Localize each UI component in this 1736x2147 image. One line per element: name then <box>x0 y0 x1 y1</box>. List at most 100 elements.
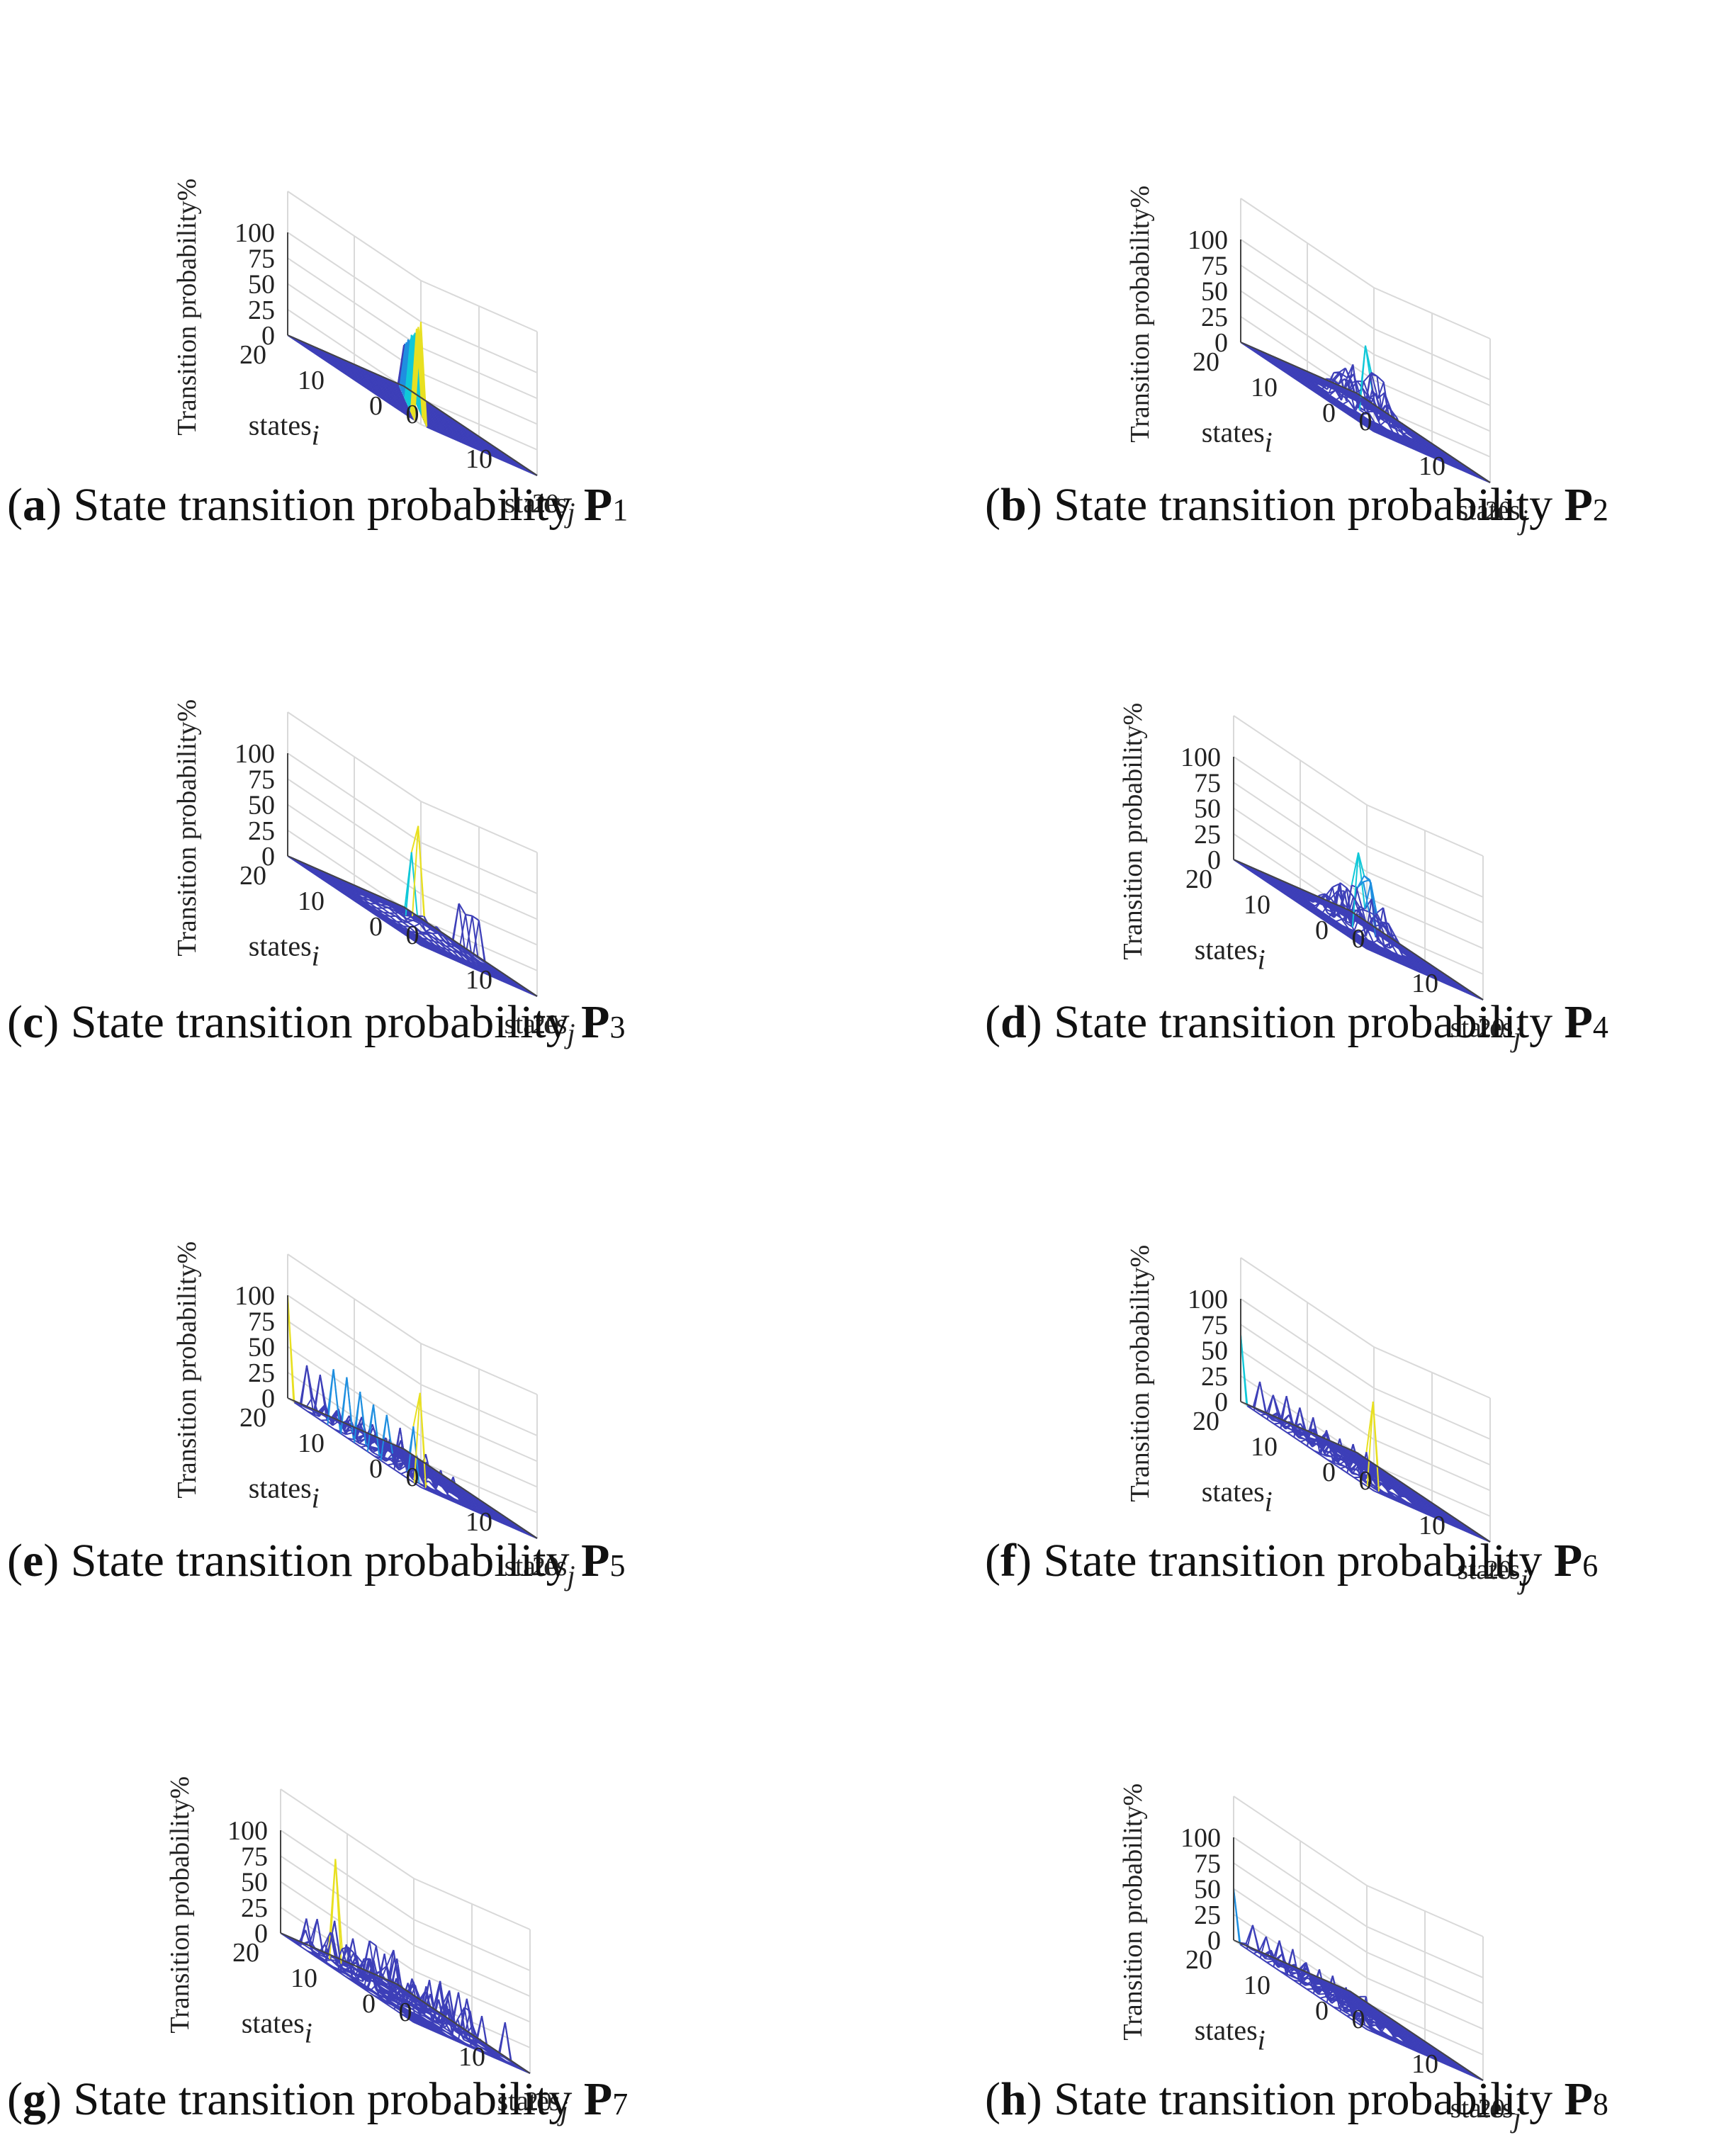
z-tick-label: 75 <box>1194 768 1221 798</box>
grid-a <box>288 191 537 475</box>
z-tick-label: 25 <box>1194 820 1221 850</box>
mesh-line <box>361 1446 366 1447</box>
mesh-line <box>387 905 393 906</box>
x-tick-label: 0 <box>1352 924 1365 954</box>
mesh-line <box>320 1375 326 1407</box>
y-tick-label: 20 <box>1185 864 1212 894</box>
mesh-line <box>363 899 369 900</box>
z-tick-label: 50 <box>248 1333 275 1363</box>
y-tick-label: 10 <box>298 366 325 395</box>
z-axis-label: Transition probability% <box>1118 703 1148 960</box>
z-tick-label: 50 <box>248 791 275 821</box>
mesh-line <box>1343 401 1348 405</box>
mesh-line <box>1336 919 1341 921</box>
mesh-line <box>1241 1335 1246 1404</box>
z-tick-label: 25 <box>248 816 275 846</box>
mesh-line <box>383 912 389 913</box>
y-tick-label: 20 <box>239 861 266 891</box>
y-tick-label: 10 <box>1251 373 1278 402</box>
z-tick-label: 100 <box>1180 743 1221 772</box>
y-axis-label: statesi <box>249 1472 320 1514</box>
y-axis-label: statesi <box>1195 933 1266 975</box>
mesh-a <box>288 322 537 475</box>
mesh-line <box>388 1465 394 1470</box>
mesh-line <box>361 1447 367 1451</box>
mesh-line <box>479 920 485 962</box>
z-tick-label: 25 <box>248 295 275 325</box>
mesh-line <box>1261 1415 1267 1419</box>
gridline-z <box>1241 1324 1490 1465</box>
mesh-line <box>466 915 472 916</box>
z-axis-label: Transition probability% <box>172 179 202 436</box>
y-tick-label: 0 <box>369 391 383 421</box>
grid-top <box>1241 198 1490 339</box>
x-tick-label: 0 <box>1359 407 1373 436</box>
z-tick-label: 100 <box>235 739 275 769</box>
x-tick-label: 10 <box>1419 451 1445 481</box>
x-tick-label: 0 <box>406 920 419 950</box>
z-tick-label: 75 <box>1201 251 1228 281</box>
y-tick-label: 20 <box>1193 347 1219 377</box>
mesh-line <box>1391 943 1397 944</box>
mesh-line <box>1287 1433 1294 1437</box>
z-tick-label: 50 <box>1201 277 1228 307</box>
mesh-line <box>1274 1424 1280 1428</box>
x-tick-label: 10 <box>466 1507 492 1537</box>
mesh-line <box>376 903 381 906</box>
x-tick-label: 0 <box>406 400 419 429</box>
y-tick-label: 20 <box>239 1403 266 1433</box>
grid-b <box>1241 198 1490 483</box>
mesh-line <box>427 932 432 933</box>
y-axis-label-sub: i <box>312 419 320 451</box>
grid-top <box>1241 1258 1490 1398</box>
y-tick-label: 0 <box>1315 915 1329 945</box>
mesh-line <box>1301 1442 1307 1446</box>
y-axis-label-sub: i <box>312 940 320 971</box>
mesh-line <box>1298 1435 1304 1436</box>
mesh-line <box>466 916 472 952</box>
y-axis-label-sub: i <box>1265 426 1273 458</box>
y-tick-label: 10 <box>298 1428 325 1458</box>
z-tick-label: 100 <box>235 1281 275 1311</box>
mesh-line <box>1334 372 1339 373</box>
mesh-line <box>1287 1432 1293 1433</box>
mesh-line <box>359 1443 366 1446</box>
mesh-line <box>1261 1414 1266 1415</box>
mesh-line <box>388 1464 393 1465</box>
mesh-line <box>321 1421 327 1425</box>
mesh-line <box>472 916 478 958</box>
mesh-line <box>301 1365 307 1407</box>
z-tick-label: 25 <box>1201 303 1228 332</box>
z-tick-label: 100 <box>1188 225 1228 255</box>
grid-e <box>288 1254 537 1538</box>
mesh-f <box>1241 1335 1490 1542</box>
y-axis-label: statesi <box>249 930 320 971</box>
x-tick-label: 10 <box>466 965 492 995</box>
mesh-line <box>397 922 402 923</box>
x-tick-label: 10 <box>466 444 492 474</box>
y-axis-label-sub: i <box>1258 943 1266 975</box>
y-tick-label: 10 <box>1244 890 1270 920</box>
z-axis-label: Transition probability% <box>172 699 202 957</box>
mesh-e <box>288 1295 537 1538</box>
x-tick-label: 10 <box>1411 969 1438 998</box>
z-tick-label: 75 <box>248 765 275 794</box>
x-tick-label: 0 <box>406 1463 419 1492</box>
grid-top <box>1234 716 1483 856</box>
z-tick-label: 75 <box>248 1307 275 1336</box>
y-axis-label-sub: i <box>312 1482 320 1514</box>
z-tick-label: 50 <box>1194 794 1221 824</box>
mesh-line <box>1341 1469 1347 1473</box>
z-axis-label: Transition probability% <box>172 1241 202 1499</box>
mesh-line <box>1260 1382 1266 1413</box>
y-tick-label: 0 <box>369 912 383 942</box>
y-axis-label: statesi <box>1202 416 1273 458</box>
z-tick-label: 100 <box>235 218 275 248</box>
mesh-line <box>307 1365 312 1397</box>
y-tick-label: 0 <box>369 1454 383 1484</box>
z-axis-label: Transition probability% <box>1125 186 1155 443</box>
grid-top <box>288 1254 537 1394</box>
grid-top <box>288 712 537 852</box>
mesh-line <box>1273 1420 1278 1421</box>
